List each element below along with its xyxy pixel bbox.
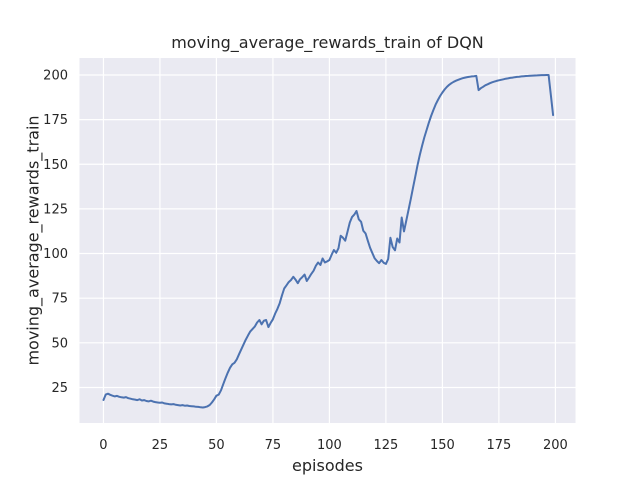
reward-curve-line	[102, 74, 555, 409]
gridlines	[79, 58, 576, 423]
x-tick-label: 75	[265, 438, 282, 453]
x-tick-label: 175	[486, 438, 511, 453]
y-tick-label: 200	[43, 68, 68, 83]
x-axis-label: episodes	[292, 456, 363, 475]
y-tick-label: 150	[43, 158, 68, 173]
x-tick-label: 125	[373, 438, 398, 453]
y-tick-label: 125	[43, 202, 68, 217]
plot-area-background	[79, 58, 576, 423]
x-axis-tick-labels: 0 25 50 75 100 125 150 175 200	[99, 438, 567, 453]
x-tick-label: 50	[208, 438, 225, 453]
x-tick-label: 100	[317, 438, 342, 453]
y-tick-label: 100	[43, 247, 68, 262]
y-tick-label: 175	[43, 113, 68, 128]
x-tick-label: 200	[543, 438, 568, 453]
x-tick-label: 25	[152, 438, 169, 453]
y-tick-label: 50	[51, 336, 68, 351]
y-axis-label: moving_average_rewards_train	[24, 115, 44, 365]
y-tick-label: 25	[51, 381, 68, 396]
y-tick-label: 75	[51, 292, 68, 307]
x-tick-label: 0	[99, 438, 107, 453]
chart-title: moving_average_rewards_train of DQN	[171, 33, 484, 53]
y-axis-tick-labels: 25 50 75 100 125 150 175 200	[43, 68, 68, 396]
x-tick-label: 150	[430, 438, 455, 453]
